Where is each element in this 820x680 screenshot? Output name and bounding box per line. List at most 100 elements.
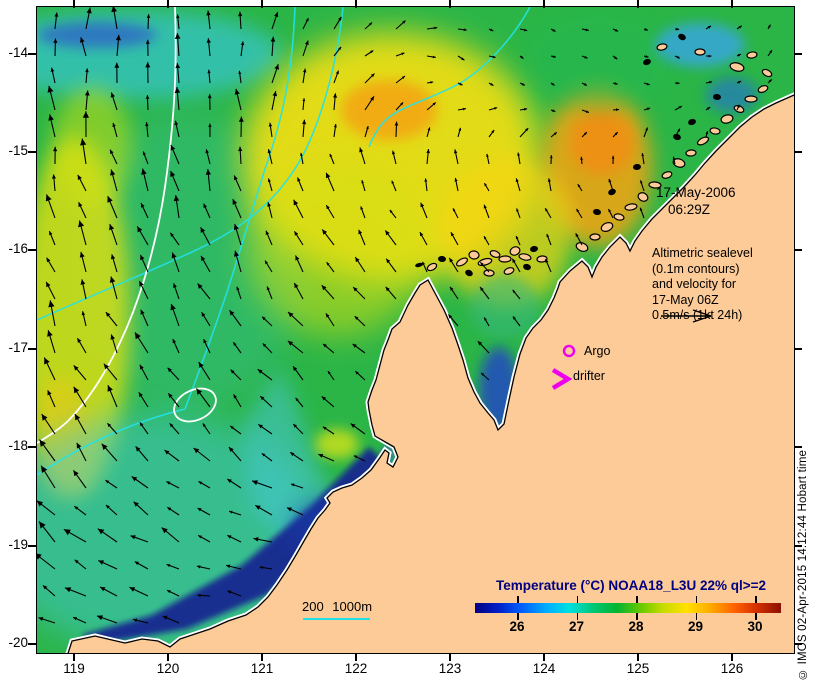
velocity-arrow-head: [386, 258, 391, 264]
velocity-arrow-head: [146, 14, 151, 18]
colorbar-tick-bottom: [636, 613, 638, 620]
velocity-arrow-head: [166, 481, 171, 485]
velocity-arrow-head: [293, 199, 299, 206]
y-axis-tick-right: [794, 249, 802, 251]
velocity-arrow-head: [419, 232, 424, 237]
velocity-arrow-head: [272, 91, 278, 97]
velocity-arrow-head: [167, 590, 171, 594]
velocity-arrow-head: [196, 388, 202, 395]
velocity-arrow-head: [105, 505, 110, 509]
velocity-arrow-head: [295, 255, 300, 261]
velocity-arrow-head: [73, 617, 78, 621]
velocity-arrow-head: [228, 447, 234, 452]
velocity-arrow-head: [268, 122, 273, 127]
velocity-arrow-head: [616, 108, 619, 112]
island: [415, 262, 423, 268]
velocity-arrow-head: [262, 316, 266, 321]
island: [465, 269, 473, 277]
velocity-arrow-head: [338, 16, 342, 21]
colorbar-tick-label: 26: [509, 619, 525, 634]
velocity-arrow-head: [77, 174, 82, 180]
colorbar-tick-bottom: [517, 613, 519, 620]
velocity-arrows: [37, 7, 773, 624]
velocity-arrow-head: [110, 92, 115, 98]
map-overlay-glyphs: [303, 309, 712, 620]
island: [536, 255, 548, 263]
velocity-arrow-head: [385, 230, 390, 236]
velocity-arrow-head: [370, 96, 374, 101]
x-axis-tick-bottom: [73, 653, 75, 661]
island: [438, 255, 446, 263]
velocity-arrow-head: [577, 184, 581, 188]
velocity-arrow-head: [355, 257, 360, 263]
velocity-arrow-head: [258, 424, 263, 429]
velocity-arrow-head: [167, 367, 172, 373]
velocity-arrow-head: [134, 561, 139, 566]
x-axis-tick-top: [543, 0, 545, 8]
velocity-arrow-head: [206, 38, 211, 43]
velocity-arrow-head: [329, 153, 333, 158]
x-axis-tick-top: [261, 0, 263, 8]
velocity-arrow-head: [238, 70, 242, 75]
velocity-arrow-head: [230, 425, 234, 430]
velocity-arrow-head: [162, 615, 168, 620]
velocity-arrow-head: [640, 180, 643, 184]
velocity-arrow-head: [767, 24, 771, 28]
velocity-arrow-head: [233, 342, 237, 346]
y-axis-label: -16: [8, 241, 28, 256]
island: [633, 163, 641, 171]
velocity-arrow-head: [79, 251, 85, 258]
velocity-arrow-head: [175, 63, 181, 69]
y-axis-label: -18: [8, 438, 28, 453]
velocity-arrow-head: [325, 313, 330, 318]
island: [685, 149, 697, 157]
island: [509, 246, 521, 256]
velocity-arrow-head: [585, 110, 589, 113]
velocity-arrow-head: [142, 151, 146, 156]
velocity-arrow-head: [481, 372, 485, 376]
velocity-arrow-head: [240, 41, 245, 46]
x-axis-tick-bottom: [731, 653, 733, 661]
velocity-arrow-head: [133, 501, 139, 507]
colorbar-tick-top: [576, 596, 578, 603]
velocity-arrow-head: [641, 153, 645, 157]
velocity-arrow-head: [295, 397, 299, 402]
velocity-arrow-head: [459, 82, 463, 86]
island: [656, 43, 668, 51]
depth-scale-label: 200 1000m: [302, 599, 373, 614]
velocity-arrow-head: [114, 62, 120, 68]
velocity-arrow-head: [255, 505, 261, 510]
velocity-arrow-head: [769, 50, 772, 54]
velocity-arrow-head: [115, 34, 121, 41]
velocity-arrow-head: [737, 104, 740, 108]
y-axis-tick-left: [28, 249, 36, 251]
velocity-arrow-head: [197, 508, 202, 512]
island: [593, 208, 601, 216]
colorbar-tick-label: 30: [747, 619, 763, 634]
velocity-arrow-head: [294, 231, 299, 236]
velocity-arrow-head: [360, 206, 364, 210]
velocity-arrow-head: [333, 124, 337, 128]
velocity-arrow-head: [707, 107, 711, 110]
velocity-arrow-head: [232, 199, 238, 205]
altimetry-note-line: and velocity for: [652, 277, 737, 291]
velocity-arrow-head: [103, 363, 110, 370]
velocity-arrow-head: [583, 82, 587, 86]
x-axis-tick-bottom: [355, 653, 357, 661]
velocity-arrow-head: [370, 50, 374, 54]
y-axis-label: -14: [8, 45, 28, 60]
velocity-arrow-head: [480, 287, 484, 292]
velocity-arrow-head: [400, 102, 404, 106]
drifter-marker-icon: [551, 368, 573, 390]
velocity-arrow-head: [81, 311, 86, 316]
velocity-arrow-head: [173, 195, 180, 202]
velocity-arrow-head: [338, 46, 342, 50]
island: [426, 262, 438, 272]
velocity-arrow-head: [322, 229, 328, 235]
velocity-arrow-head: [274, 12, 279, 18]
velocity-arrow-head: [480, 262, 484, 266]
velocity-arrow-head: [172, 339, 177, 344]
y-axis-label: -19: [8, 537, 28, 552]
y-axis-tick-left: [28, 446, 36, 448]
